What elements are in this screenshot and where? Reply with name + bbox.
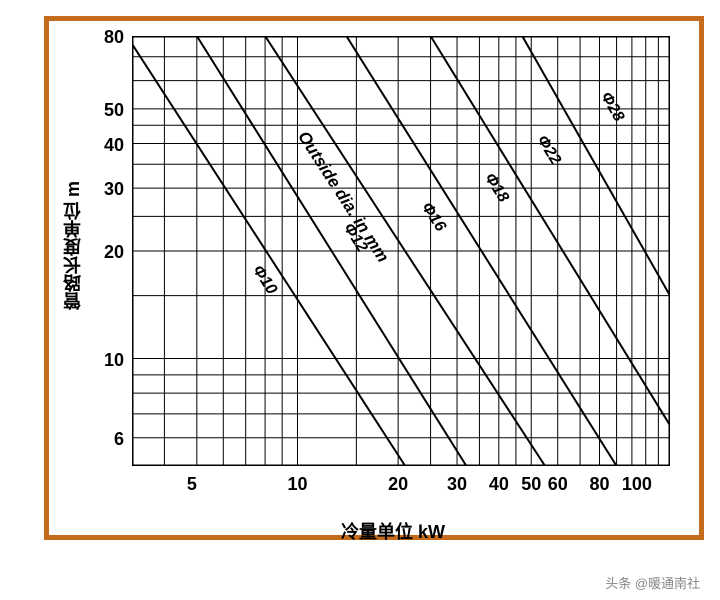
x-tick-label: 5 — [187, 474, 197, 495]
x-tick-label: 80 — [589, 474, 609, 495]
y-axis-label: 管路长度单位 m — [60, 181, 86, 310]
curve-label: Φ22 — [533, 132, 564, 167]
diameter-annotation: Outside dia. in mm — [294, 128, 393, 266]
curve-label: Φ10 — [249, 262, 280, 297]
y-tick-label: 50 — [104, 100, 124, 121]
x-tick-label: 60 — [548, 474, 568, 495]
chart-svg: Φ10Φ12Φ16Φ18Φ22Φ28Outside dia. in mm — [132, 36, 670, 466]
x-tick-label: 20 — [388, 474, 408, 495]
curve-label: Φ28 — [597, 89, 627, 124]
x-tick-label: 10 — [287, 474, 307, 495]
y-tick-label: 20 — [104, 242, 124, 263]
x-tick-label: 100 — [622, 474, 652, 495]
x-axis-label: 冷量单位 kW — [341, 518, 445, 544]
plot-area: Φ10Φ12Φ16Φ18Φ22Φ28Outside dia. in mm — [132, 36, 670, 466]
curve-label: Φ16 — [418, 199, 449, 234]
x-tick-label: 30 — [447, 474, 467, 495]
y-tick-label: 80 — [104, 27, 124, 48]
x-tick-label: 50 — [521, 474, 541, 495]
x-tick-label: 40 — [489, 474, 509, 495]
y-tick-label: 10 — [104, 350, 124, 371]
y-tick-label: 6 — [114, 429, 124, 450]
y-tick-label: 40 — [104, 135, 124, 156]
watermark: 头条 @暖通南社 — [605, 573, 700, 592]
y-tick-label: 30 — [104, 179, 124, 200]
